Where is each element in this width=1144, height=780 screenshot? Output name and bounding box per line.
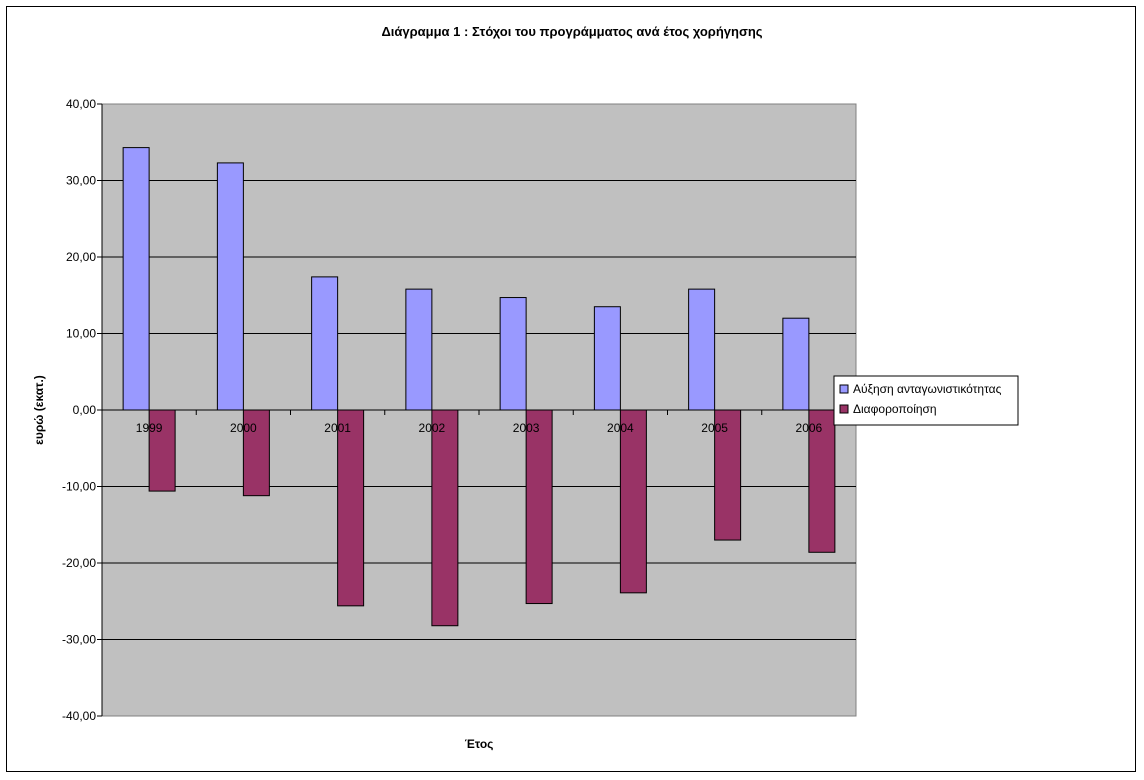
x-tick-label: 2006 (796, 421, 823, 435)
bar-diversification-2001 (337, 409, 365, 607)
y-tick-label: -10,00 (62, 480, 96, 494)
x-tick-label: 1999 (136, 421, 163, 435)
y-tick-label: 30,00 (66, 174, 96, 188)
bar-competitiveness-2004 (593, 306, 621, 411)
bar-competitiveness-2001 (311, 276, 339, 411)
x-tick-label: 2002 (419, 421, 446, 435)
bar-competitiveness-2002 (405, 288, 433, 411)
bar-diversification-2002 (431, 409, 459, 627)
bars (122, 147, 836, 627)
bar-competitiveness-1999 (122, 147, 150, 411)
y-tick-label: -40,00 (62, 709, 96, 723)
chart-title: Διάγραμμα 1 : Στόχοι του προγράμματος αν… (381, 24, 762, 39)
bar-competitiveness-2000 (216, 162, 244, 411)
bar-diversification-2000 (242, 409, 270, 497)
y-tick-label: 10,00 (66, 327, 96, 341)
y-axis-ticks: 40,00 30,00 20,00 10,00 0,00 -10,00 -20,00 -30,… (62, 97, 102, 723)
bar-diversification-2006 (808, 409, 836, 553)
x-tick-label: 2003 (513, 421, 540, 435)
chart-area: Διάγραμμα 1 : Στόχοι του προγράμματος αν… (6, 6, 1136, 772)
legend-swatch (839, 404, 849, 414)
chart-svg: Διάγραμμα 1 : Στόχοι του προγράμματος αν… (32, 24, 1019, 751)
y-tick-label: 20,00 (66, 250, 96, 264)
bar-diversification-1999 (148, 409, 176, 492)
y-tick-label: 0,00 (73, 403, 97, 417)
legend-label: Διαφοροποίηση (853, 402, 937, 416)
y-tick-label: -20,00 (62, 556, 96, 570)
legend: Αύξηση ανταγωνιστικότητας Διαφοροποίηση (833, 375, 1019, 426)
category-labels: 1999 2000 2001 2002 2003 2004 2005 2006 (136, 421, 823, 435)
bar-diversification-2005 (714, 409, 742, 541)
y-tick-label: -30,00 (62, 633, 96, 647)
x-tick-label: 2001 (324, 421, 351, 435)
y-tick-label: 40,00 (66, 97, 96, 111)
bar-competitiveness-2005 (688, 288, 716, 411)
bar-competitiveness-2003 (499, 297, 527, 411)
y-axis-title: ευρώ (εκατ.) (32, 375, 46, 445)
legend-box (833, 375, 1019, 426)
bar-diversification-2003 (525, 409, 553, 605)
bar-competitiveness-2006 (782, 317, 810, 411)
legend-swatch (839, 384, 849, 394)
x-axis-title: Έτος (465, 737, 494, 751)
x-tick-label: 2005 (701, 421, 728, 435)
bar-diversification-2004 (619, 409, 647, 594)
legend-label: Αύξηση ανταγωνιστικότητας (853, 382, 1002, 396)
x-tick-label: 2004 (607, 421, 634, 435)
x-tick-label: 2000 (230, 421, 257, 435)
